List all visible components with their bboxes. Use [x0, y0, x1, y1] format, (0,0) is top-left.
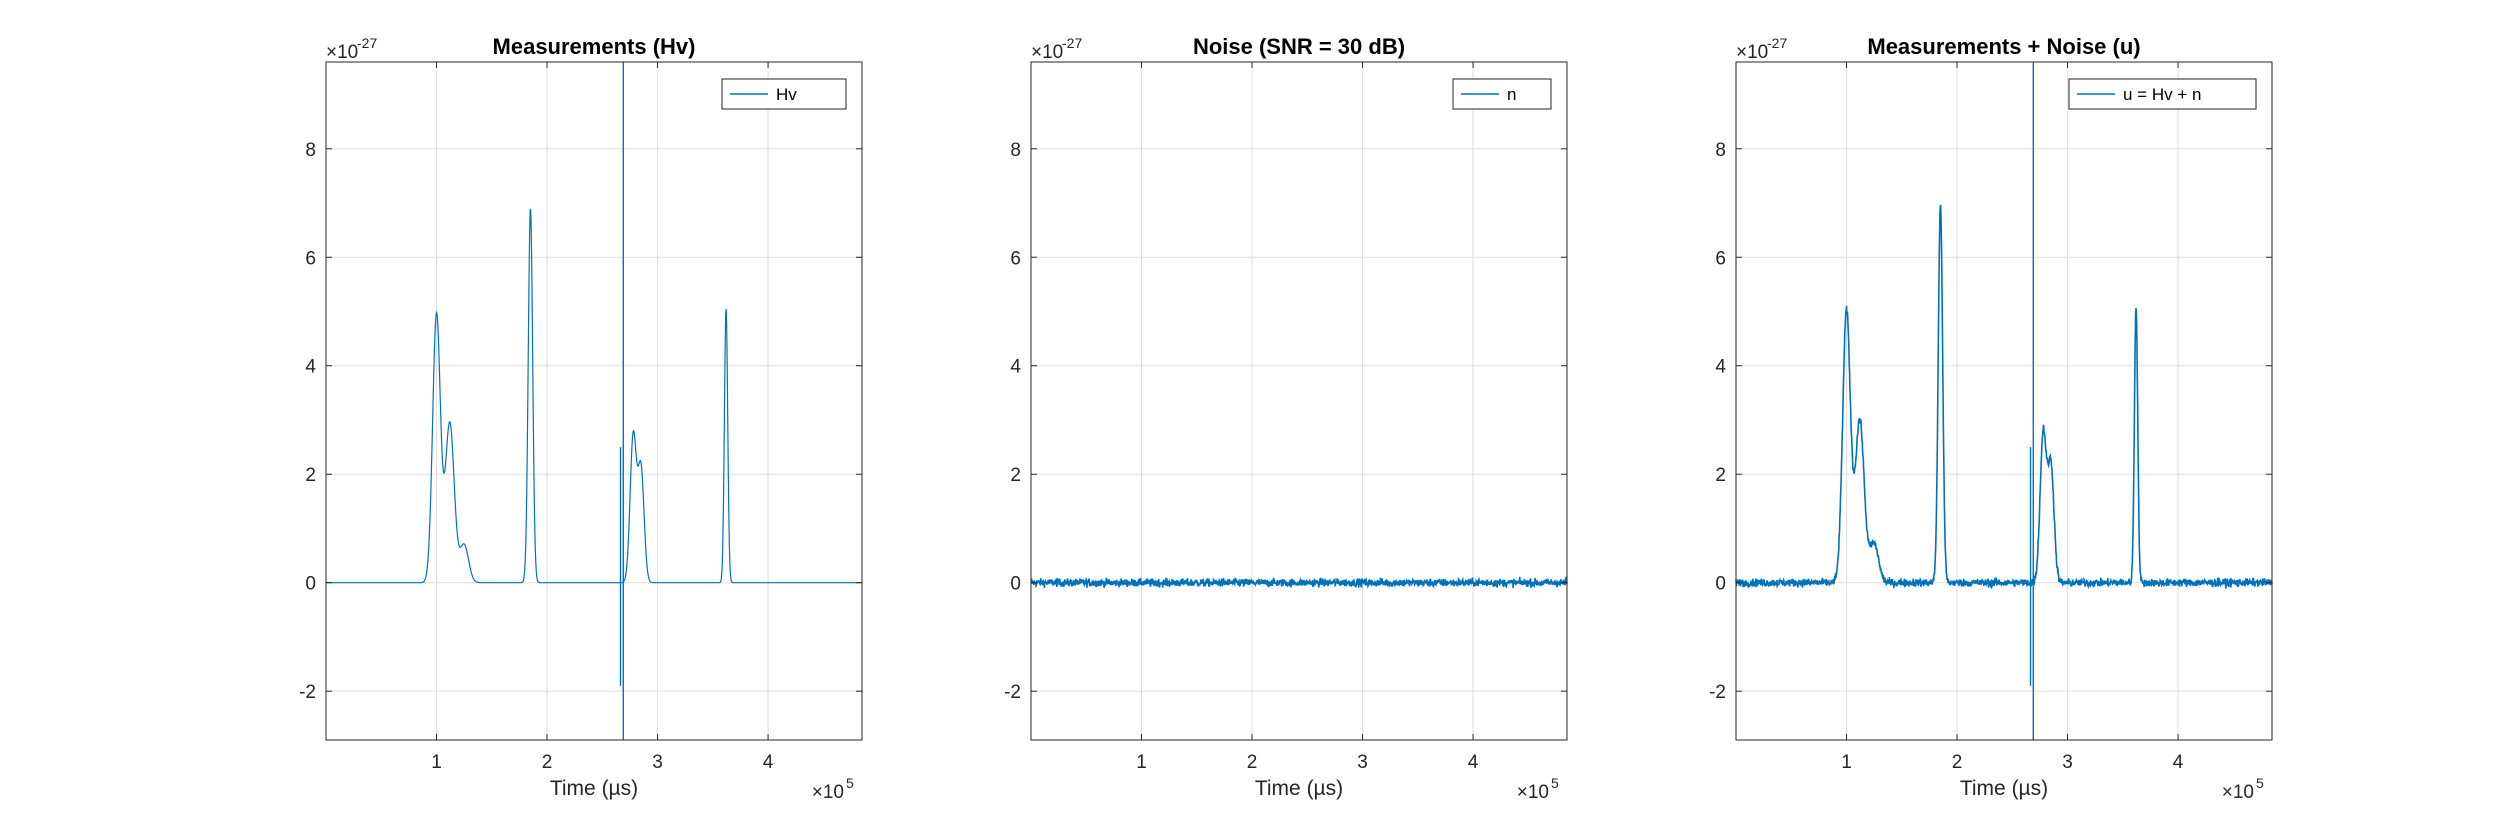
y-tick-label: 8 [1010, 140, 1021, 161]
y-tick-label: 8 [305, 140, 316, 161]
x-multiplier: ×10 [812, 782, 844, 803]
legend: n [1452, 78, 1552, 110]
legend: u = Hv + n [2068, 78, 2257, 110]
y-tick-label: 0 [305, 574, 316, 595]
legend-label: n [1507, 85, 1516, 104]
plot-area [1031, 62, 1567, 740]
y-tick-label: 2 [1010, 465, 1021, 486]
y-tick-label: 4 [1010, 357, 1021, 378]
series-line-hv [326, 208, 862, 584]
x-multiplier: ×10 [2222, 782, 2254, 803]
y-tick-label: 8 [1715, 140, 1726, 161]
y-multiplier: ×10 [1736, 42, 1768, 63]
x-axis-label: Time (µs) [550, 777, 638, 800]
legend-label: Hv [776, 85, 797, 104]
series-line-u-hv-n [1735, 204, 2273, 590]
y-tick-label: 4 [1715, 357, 1726, 378]
x-tick-label: 1 [1841, 752, 1852, 773]
y-tick-label: 6 [1010, 248, 1021, 269]
x-tick-label: 1 [431, 752, 442, 773]
plot-area [326, 62, 862, 740]
x-tick-label: 3 [2062, 752, 2073, 773]
x-multiplier-exponent: 5 [846, 775, 854, 791]
x-axis-label: Time (µs) [1960, 777, 2048, 800]
y-multiplier-exponent: -27 [1767, 35, 1787, 51]
y-tick-label: 0 [1010, 574, 1021, 595]
y-tick-label: -2 [299, 682, 316, 703]
x-tick-label: 4 [1468, 752, 1479, 773]
series-line-n [1030, 575, 1568, 589]
x-tick-label: 3 [1357, 752, 1368, 773]
axes-box [1735, 61, 2273, 741]
y-tick-label: 6 [305, 248, 316, 269]
y-tick-label: 2 [305, 465, 316, 486]
x-tick-label: 2 [542, 752, 553, 773]
chart-title: Measurements (Hv) [493, 34, 696, 59]
chart-title: Measurements + Noise (u) [1867, 34, 2140, 59]
y-multiplier: ×10 [326, 42, 358, 63]
legend: Hv [721, 78, 847, 110]
x-tick-label: 2 [1247, 752, 1258, 773]
y-tick-label: 6 [1715, 248, 1726, 269]
x-tick-label: 4 [763, 752, 774, 773]
y-tick-label: -2 [1004, 682, 1021, 703]
x-tick-label: 1 [1136, 752, 1147, 773]
y-multiplier: ×10 [1031, 42, 1063, 63]
x-tick-label: 4 [2173, 752, 2184, 773]
y-tick-label: 0 [1715, 574, 1726, 595]
axes-box [325, 61, 863, 741]
chart-title: Noise (SNR = 30 dB) [1193, 34, 1405, 59]
x-tick-label: 2 [1952, 752, 1963, 773]
plot-area [1736, 62, 2272, 740]
x-multiplier-exponent: 5 [2256, 775, 2264, 791]
x-axis-label: Time (µs) [1255, 777, 1343, 800]
y-multiplier-exponent: -27 [1062, 35, 1082, 51]
y-tick-label: 4 [305, 357, 316, 378]
y-tick-label: 2 [1715, 465, 1726, 486]
x-tick-label: 3 [652, 752, 663, 773]
y-tick-label: -2 [1709, 682, 1726, 703]
axes-box [1030, 61, 1568, 741]
x-multiplier-exponent: 5 [1551, 775, 1559, 791]
y-multiplier-exponent: -27 [357, 35, 377, 51]
legend-label: u = Hv + n [2123, 85, 2201, 104]
x-multiplier: ×10 [1517, 782, 1549, 803]
